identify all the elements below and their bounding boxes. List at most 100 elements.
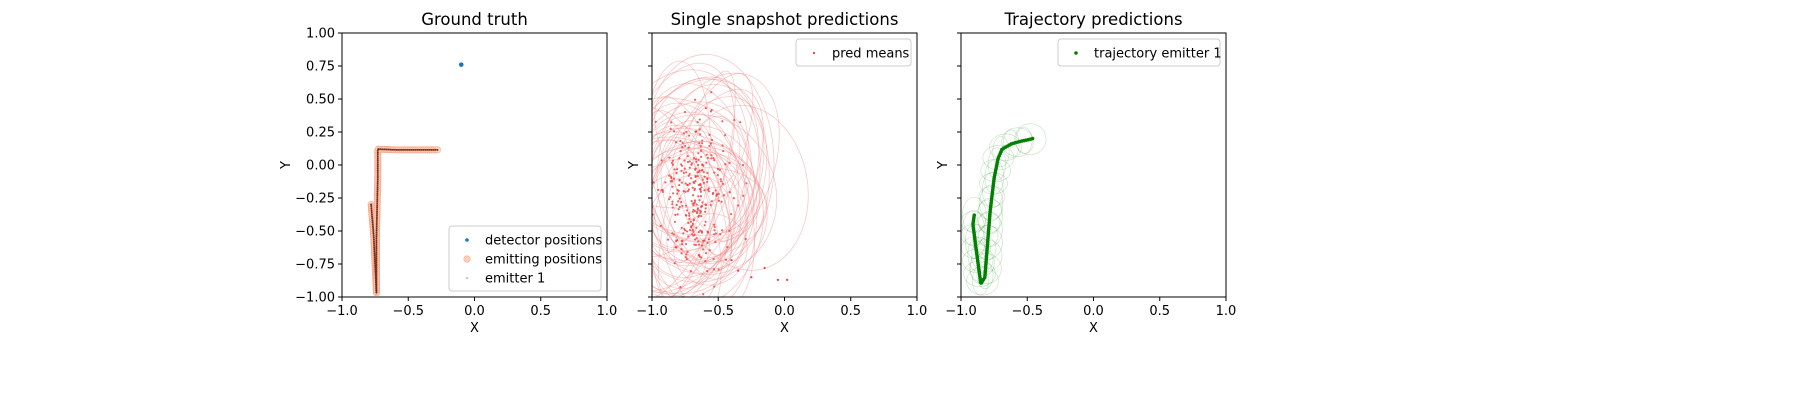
pred-mean-point	[703, 189, 706, 192]
pred-mean-point	[672, 177, 676, 180]
pred-mean-point	[728, 161, 731, 164]
pred-mean-point	[719, 178, 722, 181]
pred-mean-point	[640, 212, 642, 214]
pred-mean-point	[671, 192, 675, 195]
detector-point	[458, 62, 464, 67]
pred-mean-point	[694, 174, 697, 178]
pred-mean-point	[693, 201, 696, 204]
pred-mean-point	[750, 276, 753, 279]
x-tick-label: 1.0	[597, 304, 618, 319]
emitter-point	[401, 148, 404, 151]
emitter-point	[371, 221, 374, 224]
pred-mean-point	[671, 185, 674, 188]
pred-mean-point	[682, 171, 685, 175]
emitter-point	[371, 217, 374, 220]
pred-mean-point	[680, 243, 684, 246]
pred-mean-point	[696, 164, 700, 167]
pred-mean-point	[699, 145, 702, 148]
pred-mean-point	[706, 180, 709, 183]
pred-mean-point	[713, 171, 716, 174]
pred-mean-point	[691, 222, 695, 225]
prediction-ellipse	[652, 125, 755, 240]
pred-mean-point	[671, 159, 675, 162]
prediction-ellipse	[652, 60, 711, 248]
trajectory-ellipse	[966, 266, 999, 296]
pred-mean-point	[702, 171, 705, 174]
emitter-point	[434, 148, 437, 151]
pred-mean-point	[671, 206, 674, 209]
emitter-point	[375, 227, 378, 230]
x-tick-label: −0.5	[702, 304, 734, 319]
pred-mean-point	[704, 252, 708, 255]
pred-mean-point	[733, 118, 736, 122]
legend: trajectory emitter 1	[1057, 38, 1222, 67]
prediction-ellipse	[652, 114, 778, 275]
emitter-point	[373, 242, 376, 245]
x-tick-label: −0.5	[392, 304, 424, 319]
pred-mean-point	[681, 146, 684, 149]
pred-mean-point	[720, 180, 723, 183]
pred-mean-point	[710, 91, 713, 94]
emitter-point	[375, 290, 378, 293]
x-tick-label: −1.0	[326, 304, 358, 319]
pred-mean-point	[698, 133, 702, 136]
pred-mean-point	[707, 187, 710, 190]
trajectory-ellipse	[1014, 123, 1047, 156]
emitter-point	[376, 196, 379, 199]
pred-mean-point	[728, 191, 731, 194]
emitter-point	[375, 223, 378, 226]
pred-mean-point	[697, 152, 700, 155]
pred-mean-point	[670, 161, 674, 164]
pred-mean-point	[694, 243, 698, 246]
pred-mean-point	[713, 225, 716, 229]
prediction-ellipse	[652, 140, 755, 274]
legend-box	[1057, 38, 1221, 67]
pred-mean-point	[675, 203, 678, 207]
pred-mean-point	[706, 156, 710, 159]
emitter-point	[371, 223, 374, 226]
pred-mean-point	[675, 168, 679, 171]
pred-mean-point	[682, 232, 685, 235]
pred-mean-point	[728, 229, 731, 232]
y-tick-label: −1.00	[295, 291, 335, 306]
emitter-point	[375, 212, 378, 215]
pred-mean-point	[700, 142, 704, 145]
pred-mean-point	[714, 240, 717, 243]
pred-mean-point	[686, 160, 690, 164]
pred-mean-point	[702, 248, 705, 251]
prediction-ellipse	[652, 151, 768, 283]
emitter-point	[420, 148, 423, 151]
plot-area	[961, 123, 1047, 296]
trajectory-ellipse	[992, 135, 1010, 168]
emitter-point	[376, 172, 379, 175]
emitter-point	[375, 239, 378, 242]
chart-title: Ground truth	[421, 10, 528, 29]
pred-mean-point	[692, 219, 695, 222]
emitter-point	[376, 190, 379, 193]
emitter-point	[376, 169, 379, 172]
pred-mean-point	[687, 174, 690, 177]
trajectory-ellipse	[1001, 127, 1034, 157]
pred-mean-point	[685, 214, 688, 217]
chart-panel-1: −1.0 −0.5 0.0 0.5 1.0 1.00 0.75 0.50 0.25 0.00 −0.…	[279, 10, 617, 336]
pred-mean-point	[721, 182, 725, 185]
trajectory-ellipse	[1002, 129, 1020, 159]
pred-mean-point	[729, 212, 733, 216]
pred-mean-point	[683, 167, 686, 170]
chart-title: Trajectory predictions	[1003, 10, 1182, 29]
emitter-point	[376, 206, 379, 209]
pred-mean-point	[686, 183, 689, 186]
prediction-ellipse	[652, 148, 730, 297]
emitter-point	[375, 253, 378, 256]
pred-mean-point	[710, 200, 713, 203]
legend-marker	[463, 255, 471, 263]
prediction-ellipse	[652, 140, 755, 236]
legend-label: pred means	[832, 47, 910, 62]
pred-mean-point	[678, 157, 681, 160]
pred-mean-point	[717, 199, 720, 202]
pred-mean-point	[696, 121, 699, 124]
emitter-point	[391, 148, 394, 151]
emitter-point	[375, 272, 378, 275]
y-tick-label: 0.25	[306, 126, 335, 141]
